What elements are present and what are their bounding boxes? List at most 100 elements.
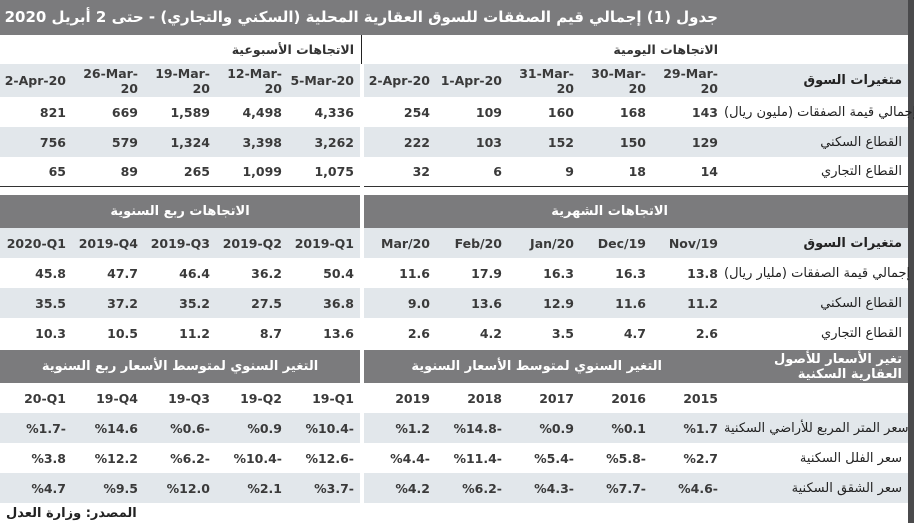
- table-cell: 11.2: [687, 295, 718, 311]
- column-header: 1-Apr-20: [440, 73, 502, 88]
- table-cell: 1,099: [242, 164, 282, 179]
- annual-price-title: التغير السنوي لمتوسط الأسعار السنوية: [411, 359, 662, 374]
- weekly-title: الاتجاهات الأسبوعية: [231, 42, 354, 57]
- source-note: المصدر: وزارة العدل: [6, 506, 137, 521]
- column-header: 2019-Q1: [294, 235, 354, 251]
- daily-title: الاتجاهات اليومية: [613, 42, 718, 57]
- table-row: %3.8 %12.2 %6.2- %10.4- %12.6-: [0, 443, 360, 473]
- table-cell: 35.2: [179, 295, 210, 311]
- table-cell: 11.2: [179, 325, 210, 341]
- table-cell: %11.4-: [453, 450, 502, 466]
- row-label: القطاع التجاري: [821, 164, 902, 179]
- table-cell: 756: [39, 134, 66, 150]
- table-row: 35.5 37.2 35.2 27.5 36.8: [0, 288, 360, 318]
- row-label: القطاع السكني: [820, 295, 902, 311]
- table-cell: 10.3: [35, 325, 66, 341]
- table-cell: 18: [628, 164, 646, 179]
- weekly-column-header-row: 2-Apr-20 26-Mar-20 19-Mar-20 12-Mar-20 5…: [0, 64, 360, 97]
- table-cell: 821: [39, 104, 66, 120]
- annual-price-change-block: تغير الأسعار للأصول العقارية السكنية الت…: [364, 350, 909, 503]
- table-cell: %14.6: [94, 420, 138, 436]
- column-header: Dec/19: [597, 235, 646, 251]
- column-header: 29-Mar-20: [663, 65, 718, 96]
- quarterly-price-section-header: التغير السنوي لمتوسط الأسعار ربع السنوية: [0, 350, 360, 383]
- column-header: 2015: [683, 390, 718, 406]
- table-cell: 4,336: [314, 104, 354, 120]
- column-header: 19-Mar-20: [155, 65, 210, 96]
- table-cell: %2.1: [247, 480, 282, 496]
- quarterly-price-title: التغير السنوي لمتوسط الأسعار ربع السنوية: [41, 359, 319, 374]
- row-label: سعر الفلل السكنية: [799, 450, 902, 466]
- table-cell: 1,075: [314, 164, 354, 179]
- table-cell: 12.9: [543, 295, 574, 311]
- row-label: القطاع السكني: [820, 134, 902, 150]
- annual-price-column-header-row: 2019 2018 2017 2016 2015: [364, 383, 908, 413]
- table-cell: 16.3: [615, 265, 646, 281]
- table-cell: 50.4: [323, 265, 354, 281]
- table-cell: %12.2: [94, 450, 138, 466]
- table-cell: %6.2-: [462, 480, 502, 496]
- column-header: 20-Q1: [24, 390, 66, 406]
- table-cell: 222: [403, 134, 430, 150]
- table-cell: %3.7-: [314, 480, 354, 496]
- table-cell: 2.6: [695, 325, 718, 341]
- table-cell: 32: [412, 164, 430, 179]
- table-row: 821 669 1,589 4,498 4,336: [0, 97, 360, 127]
- column-header: 12-Mar-20: [227, 65, 282, 96]
- table-cell: 11.6: [399, 265, 430, 281]
- column-header: 2019-Q2: [222, 235, 282, 251]
- column-header: 2018: [467, 390, 502, 406]
- table-cell: 579: [111, 134, 138, 150]
- table-cell: 9.0: [407, 295, 430, 311]
- table-cell: 143: [691, 104, 718, 120]
- row-label: إجمالي قيمة الصفقات (مليون ريال): [724, 104, 914, 120]
- table-cell: 150: [619, 134, 646, 150]
- table-cell: 6: [493, 164, 502, 179]
- table-cell: %7.7-: [606, 480, 646, 496]
- table-cell: %0.1: [611, 420, 646, 436]
- table-cell: 8.7: [259, 325, 282, 341]
- table-cell: 14: [700, 164, 718, 179]
- weekly-trends-block: الاتجاهات الأسبوعية 2-Apr-20 26-Mar-20 1…: [0, 35, 360, 187]
- quarterly-price-change-block: التغير السنوي لمتوسط الأسعار ربع السنوية…: [0, 350, 360, 503]
- table-cell: 89: [120, 164, 138, 179]
- table-cell: %1.2: [395, 420, 430, 436]
- column-header: Nov/19: [668, 235, 718, 251]
- right-edge-strip: [908, 0, 914, 523]
- table-cell: 265: [183, 164, 210, 179]
- table-cell: 65: [48, 164, 66, 179]
- row-label-header: متغيرات السوق: [803, 73, 902, 88]
- column-header: 2-Apr-20: [368, 73, 430, 88]
- table-row: 2.6 4.2 3.5 4.7 2.6 القطاع التجاري: [364, 318, 908, 348]
- table-cell: %2.7: [683, 450, 718, 466]
- row-label: سعر المتر المربع للأراضي السكنية: [724, 420, 909, 436]
- table-cell: 3,262: [314, 134, 354, 150]
- column-header: 2-Apr-20: [4, 73, 66, 88]
- column-header: 19-Q3: [168, 390, 210, 406]
- column-header: 19-Q4: [96, 390, 138, 406]
- table-cell: 13.6: [471, 295, 502, 311]
- table-row: 222 103 152 150 129 القطاع السكني: [364, 127, 908, 157]
- table-cell: 11.6: [615, 295, 646, 311]
- table-cell: 47.7: [107, 265, 138, 281]
- column-header: Jan/20: [530, 235, 574, 251]
- table-cell: %12.0: [166, 480, 210, 496]
- table-cell: 9: [565, 164, 574, 179]
- table-cell: 103: [475, 134, 502, 150]
- table-cell: %1.7: [683, 420, 718, 436]
- table-row: 45.8 47.7 46.4 36.2 50.4: [0, 258, 360, 288]
- table-row: %1.7- %14.6 %0.6- %0.9 %10.4-: [0, 413, 360, 443]
- table-cell: 129: [691, 134, 718, 150]
- table-row: 65 89 265 1,099 1,075: [0, 157, 360, 187]
- row-label: القطاع التجاري: [821, 325, 902, 341]
- table-cell: %9.5: [103, 480, 138, 496]
- monthly-title: الاتجاهات الشهرية: [551, 204, 668, 219]
- table-cell: 46.4: [179, 265, 210, 281]
- annual-price-section-header: تغير الأسعار للأصول العقارية السكنية الت…: [364, 350, 908, 383]
- table-cell: %4.2: [395, 480, 430, 496]
- table-cell: 3,398: [242, 134, 282, 150]
- table-cell: %14.8-: [453, 420, 502, 436]
- table-cell: 35.5: [35, 295, 66, 311]
- table-cell: %0.9: [539, 420, 574, 436]
- table-cell: 37.2: [107, 295, 138, 311]
